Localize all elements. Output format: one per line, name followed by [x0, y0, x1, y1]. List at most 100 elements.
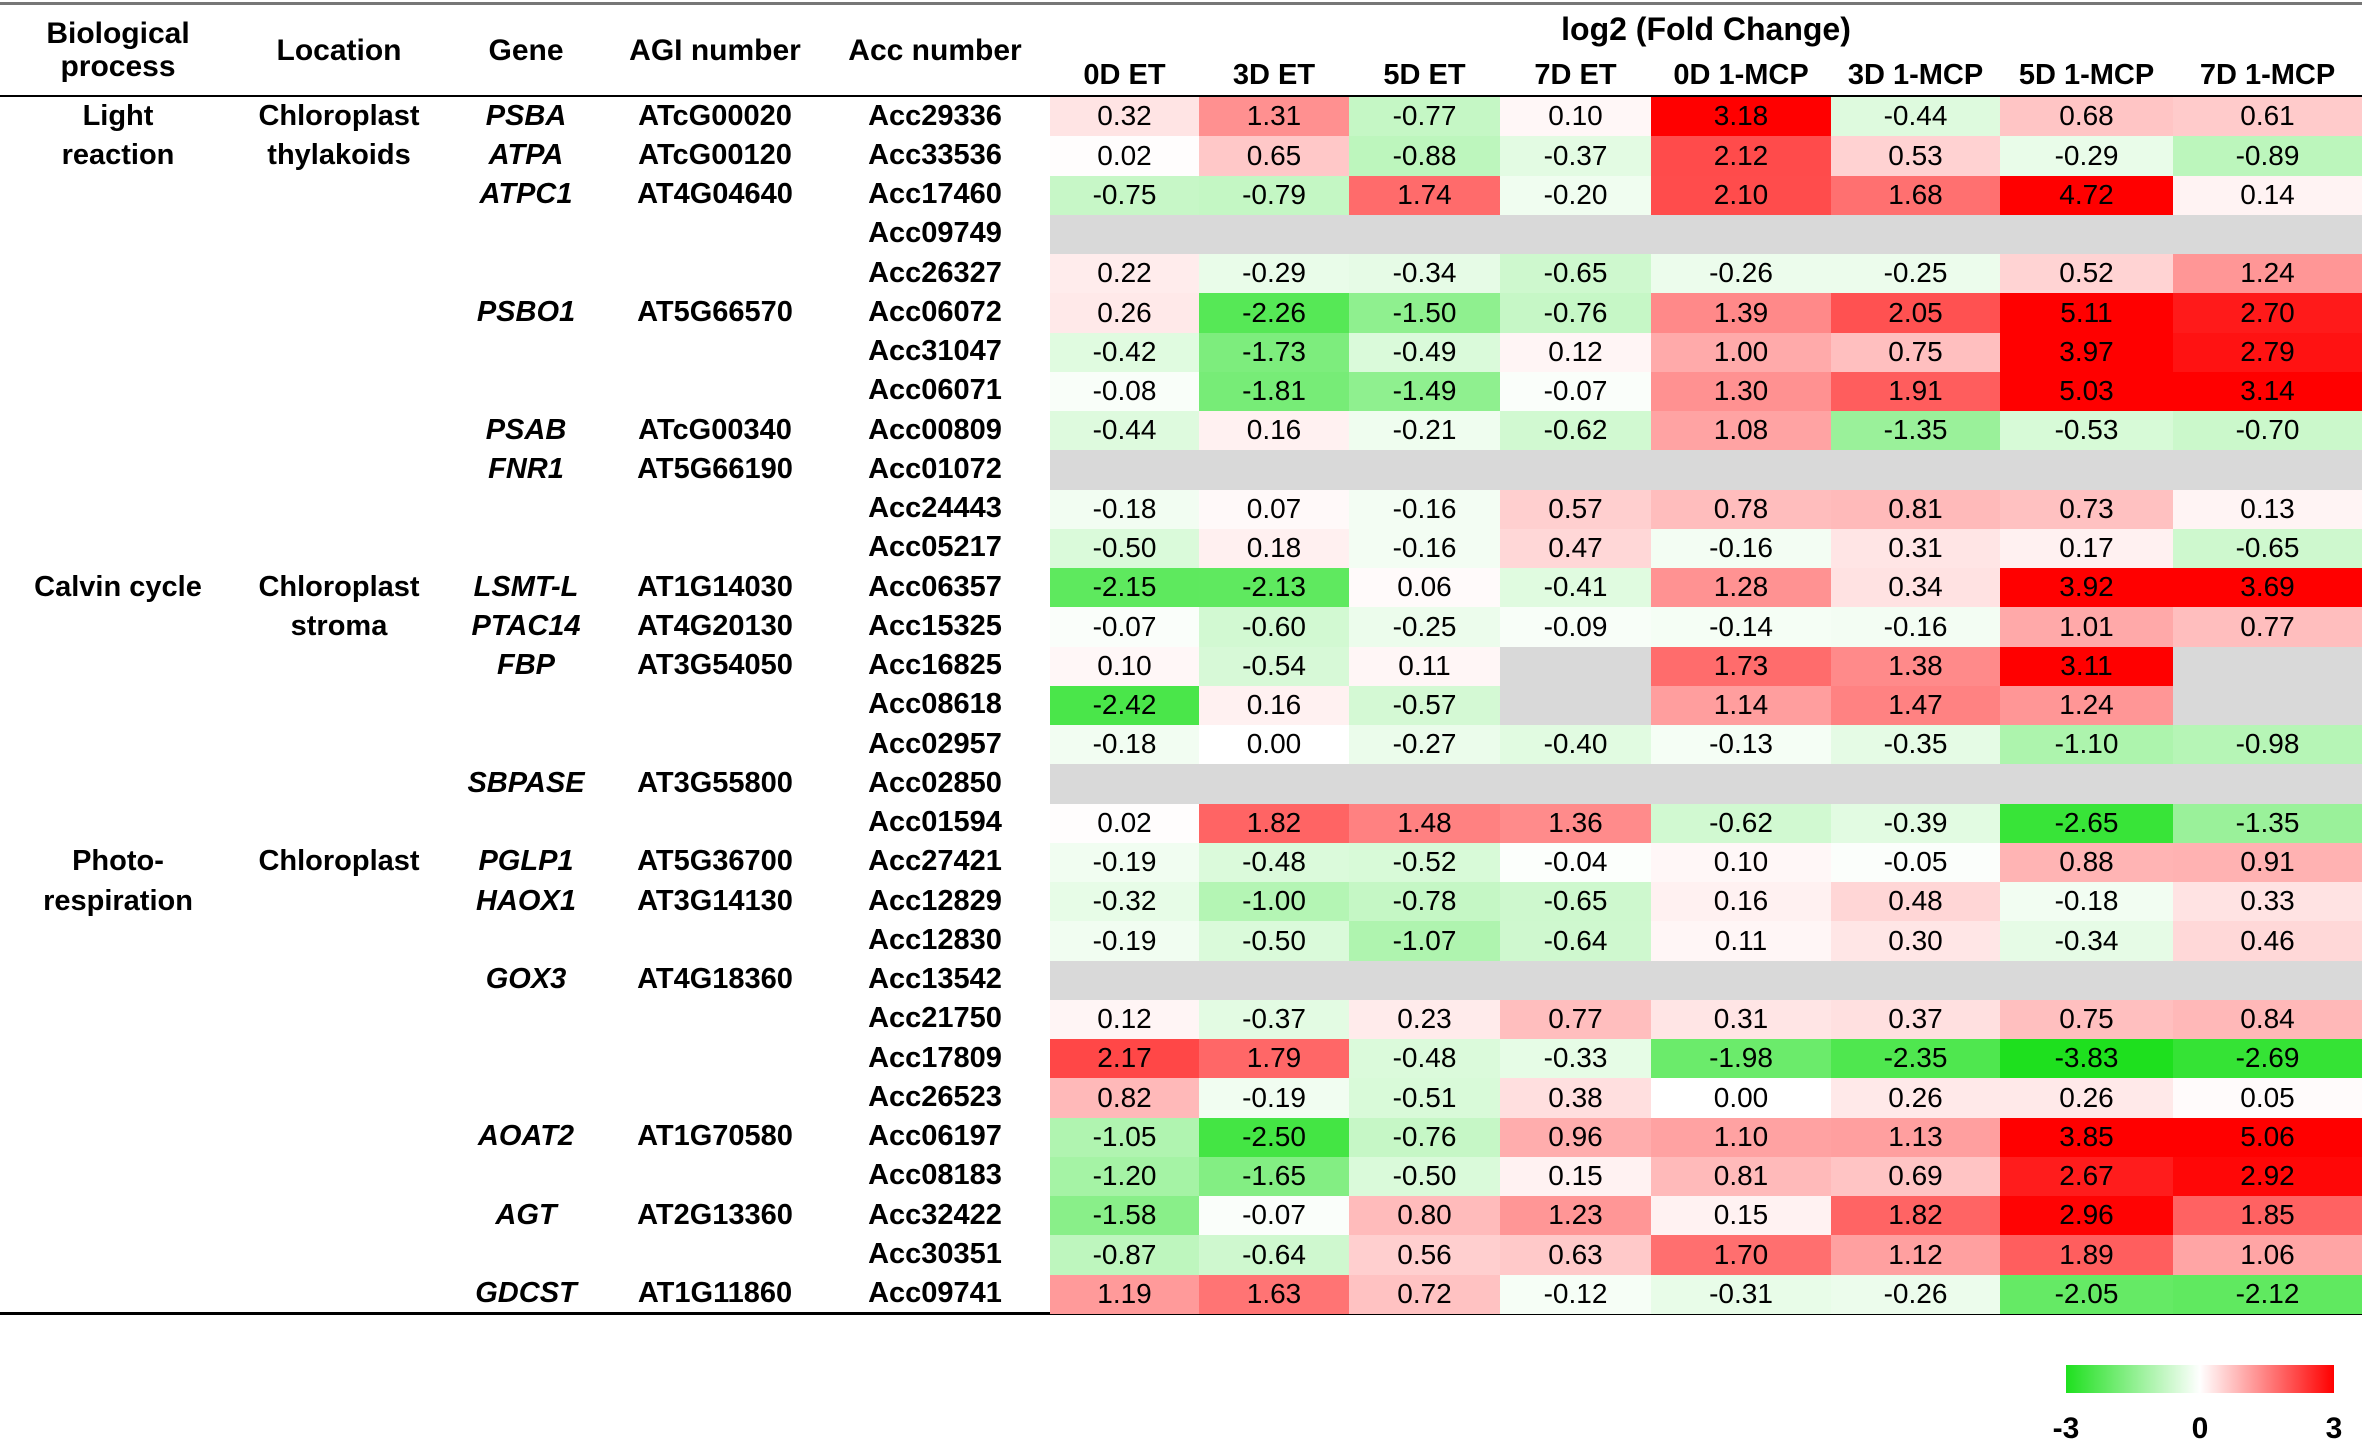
value-cell: 1.70	[1651, 1235, 1831, 1275]
missing-cell	[2173, 450, 2362, 490]
acc-number: Acc26523	[868, 1080, 1002, 1113]
value-cell: -2.69	[2173, 1039, 2362, 1079]
acc-number: Acc24443	[868, 492, 1002, 525]
value-cell: 0.00	[1199, 725, 1349, 765]
value-cell: 0.46	[2173, 921, 2362, 961]
value-cell: -0.16	[1651, 528, 1831, 569]
value-cell: 0.38	[1500, 1078, 1651, 1118]
agi-number: AT3G14130	[637, 884, 793, 917]
value-cell: 0.77	[1500, 999, 1651, 1040]
value-cell: 1.08	[1651, 411, 1831, 451]
value-cell: -2.15	[1050, 568, 1199, 608]
acc-number: Acc08183	[868, 1159, 1002, 1192]
value-cell: 2.70	[2173, 293, 2362, 333]
acc-number: Acc32422	[868, 1198, 1002, 1231]
value-cell: 1.36	[1500, 803, 1651, 844]
missing-cell	[1831, 214, 2000, 255]
condition-header: 7D 1-MCP	[2199, 59, 2336, 92]
value-cell: 0.26	[1050, 293, 1199, 333]
missing-cell	[1050, 960, 1199, 1001]
value-cell: -0.13	[1651, 725, 1831, 765]
missing-cell	[2173, 214, 2362, 255]
agi-number: ATcG00340	[638, 413, 792, 446]
value-cell: -0.40	[1500, 725, 1651, 765]
value-cell: 0.65	[1199, 136, 1349, 176]
value-cell: 0.26	[2000, 1078, 2173, 1118]
value-cell: 3.92	[2000, 568, 2173, 608]
value-cell: -0.48	[1349, 1039, 1500, 1079]
value-cell: -0.07	[1500, 371, 1651, 412]
value-cell: 0.13	[2173, 489, 2362, 530]
value-cell: -1.81	[1199, 371, 1349, 412]
value-cell: -2.05	[2000, 1274, 2173, 1315]
header-rule	[0, 95, 2362, 97]
value-cell: 0.11	[1349, 646, 1500, 687]
value-cell: -0.64	[1500, 921, 1651, 961]
value-cell: 0.18	[1199, 528, 1349, 569]
value-cell: -0.39	[1831, 803, 2000, 844]
value-cell: 1.68	[1831, 175, 2000, 216]
process-label: respiration	[43, 884, 193, 917]
missing-cell	[2173, 960, 2362, 1001]
value-cell: 0.56	[1349, 1235, 1500, 1275]
agi-number: AT4G20130	[637, 609, 793, 642]
agi-number: ATcG00120	[638, 138, 792, 171]
missing-cell	[1050, 450, 1199, 490]
value-cell: 0.34	[1831, 568, 2000, 608]
acc-number: Acc09749	[868, 217, 1002, 250]
value-cell: 0.17	[2000, 528, 2173, 569]
value-cell: 0.96	[1500, 1117, 1651, 1158]
acc-number: Acc30351	[868, 1237, 1002, 1270]
value-cell: -0.37	[1500, 136, 1651, 176]
value-cell: 0.02	[1050, 803, 1199, 844]
value-cell: -0.76	[1349, 1117, 1500, 1158]
value-cell: 1.85	[2173, 1196, 2362, 1236]
location-label: Chloroplast	[258, 570, 420, 603]
missing-cell	[2000, 960, 2173, 1001]
value-cell: -0.05	[1831, 842, 2000, 883]
value-cell: -0.65	[2173, 528, 2362, 569]
value-cell: -0.54	[1199, 646, 1349, 687]
missing-cell	[1349, 764, 1500, 804]
value-cell: -0.31	[1651, 1274, 1831, 1315]
agi-number: AT5G36700	[637, 845, 793, 878]
value-cell: -0.35	[1831, 725, 2000, 765]
value-cell: 0.02	[1050, 136, 1199, 176]
value-cell: -0.57	[1349, 685, 1500, 726]
value-cell: 0.31	[1651, 999, 1831, 1040]
value-cell: -1.20	[1050, 1156, 1199, 1197]
acc-number: Acc02957	[868, 727, 1002, 760]
process-label: Light	[82, 99, 154, 132]
missing-cell	[1831, 450, 2000, 490]
acc-number: Acc06197	[868, 1120, 1002, 1153]
value-cell: 2.17	[1050, 1039, 1199, 1079]
value-cell: -0.27	[1349, 725, 1500, 765]
gene-name: PSBO1	[476, 295, 576, 328]
value-cell: 1.23	[1500, 1196, 1651, 1236]
agi-number: AT3G55800	[637, 766, 793, 799]
agi-number: AT1G70580	[637, 1120, 793, 1153]
missing-cell	[1050, 764, 1199, 804]
value-cell: 0.11	[1651, 921, 1831, 961]
value-cell: -0.60	[1199, 607, 1349, 647]
missing-cell	[1500, 764, 1651, 804]
value-cell: -0.16	[1831, 607, 2000, 647]
value-cell: 0.48	[1831, 882, 2000, 922]
value-cell: -0.62	[1500, 411, 1651, 451]
gene-name: AOAT2	[477, 1120, 575, 1153]
value-cell: 1.31	[1199, 97, 1349, 137]
acc-number: Acc08618	[868, 688, 1002, 721]
value-cell: 0.33	[2173, 882, 2362, 922]
acc-number: Acc13542	[868, 963, 1002, 996]
value-cell: -0.07	[1199, 1196, 1349, 1236]
value-cell: 1.63	[1199, 1274, 1349, 1315]
missing-cell	[1500, 450, 1651, 490]
value-cell: 3.14	[2173, 371, 2362, 412]
value-cell: 2.79	[2173, 332, 2362, 373]
value-cell: -0.50	[1199, 921, 1349, 961]
value-cell: 0.12	[1050, 999, 1199, 1040]
value-cell: 0.30	[1831, 921, 2000, 961]
condition-header: 5D ET	[1383, 59, 1466, 92]
value-cell: 0.10	[1651, 842, 1831, 883]
